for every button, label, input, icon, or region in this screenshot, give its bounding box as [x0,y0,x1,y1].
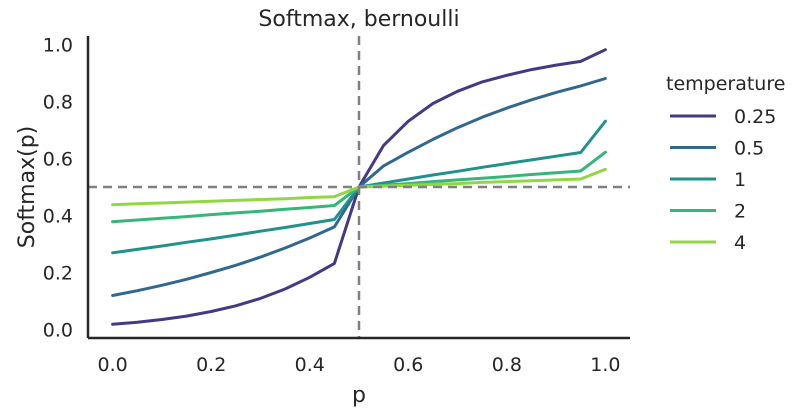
x-ticks: 0.0 0.2 0.4 0.6 0.8 1.0 [98,354,621,376]
legend-title: temperature [666,73,785,95]
y-axis-label: Softmax(p) [15,126,40,248]
y-ticks: 0.0 0.2 0.4 0.6 0.8 1.0 [43,35,73,342]
legend-label-1: 1 [734,169,746,191]
x-tick-label: 0.8 [492,354,522,376]
x-axis-label: p [352,383,366,408]
y-tick-label: 1.0 [43,35,73,57]
legend-label-0.5: 0.5 [734,138,764,160]
x-tick-label: 0.6 [393,354,423,376]
y-tick-label: 0.2 [43,262,73,284]
y-tick-label: 0.8 [43,92,73,114]
x-tick-label: 1.0 [590,354,620,376]
legend-items: 0.25 0.5 1 2 4 [670,106,776,254]
y-tick-label: 0.4 [43,205,73,227]
x-tick-label: 0.0 [98,354,128,376]
y-tick-label: 0.0 [43,319,73,341]
legend: temperature 0.25 0.5 1 2 4 [666,73,785,254]
x-tick-label: 0.2 [196,354,226,376]
reference-lines [88,36,630,338]
legend-label-0.25: 0.25 [734,106,776,128]
chart-title: Softmax, bernoulli [258,7,459,32]
y-tick-label: 0.6 [43,149,73,171]
legend-label-4: 4 [734,232,746,254]
legend-label-2: 2 [734,201,746,223]
x-tick-label: 0.4 [295,354,325,376]
